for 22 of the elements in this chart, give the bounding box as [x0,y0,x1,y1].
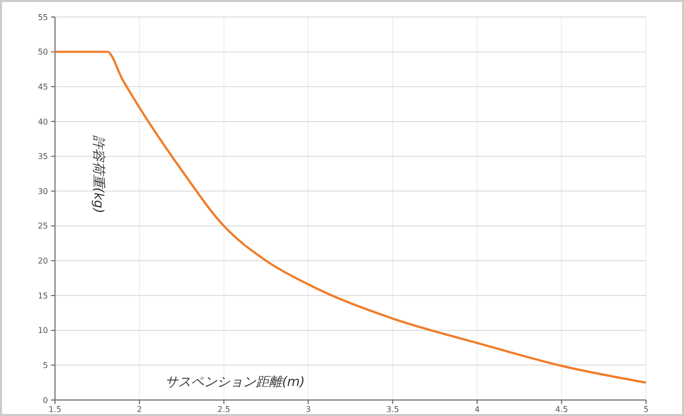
x-axis-title: サスペンション距離(m) [165,375,305,390]
y-tick-label: 35 [38,152,48,162]
y-tick-label: 15 [38,291,48,300]
y-tick-label: 25 [38,222,48,231]
x-tick-label: 4 [474,405,480,414]
y-tick-label: 30 [38,186,48,196]
y-tick-label: 50 [38,48,48,57]
x-tick-label: 2.5 [217,405,230,414]
x-tick-label: 2 [136,405,142,414]
y-tick-label: 10 [38,326,48,336]
y-axis-title: 許容荷重(kg) [90,134,106,214]
y-tick-label: 5 [42,360,48,370]
y-tick-label: 45 [38,82,48,92]
x-tick-label: 3 [306,405,311,414]
x-tick-label: 5 [643,405,649,414]
x-tick-label: 3.5 [386,405,400,414]
y-tick-label: 20 [38,256,48,266]
y-tick-label: 40 [38,117,48,126]
x-tick-label: 1.5 [48,405,62,414]
y-tick-label: 0 [42,396,48,405]
y-tick-label: 55 [38,12,48,22]
x-tick-label: 4.5 [555,405,568,414]
